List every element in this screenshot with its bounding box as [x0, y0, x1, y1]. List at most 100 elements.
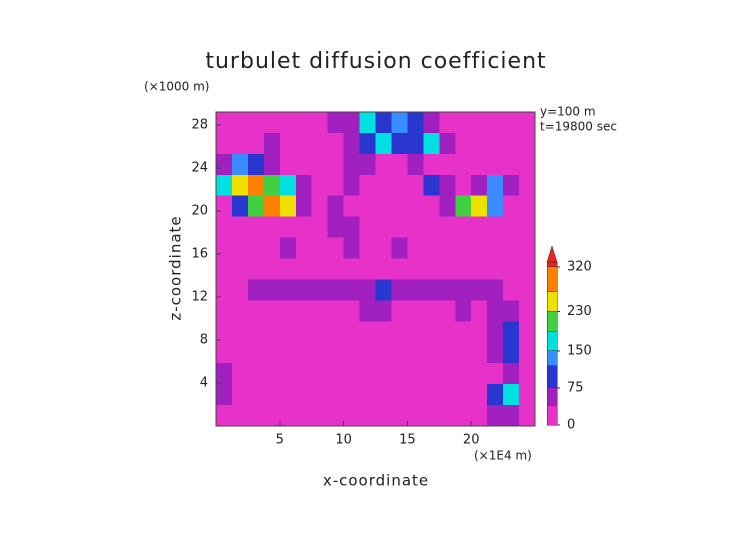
cell — [423, 112, 440, 134]
cell — [375, 300, 392, 322]
cell — [295, 279, 313, 301]
cell — [503, 300, 520, 322]
cell — [471, 237, 488, 260]
cell — [231, 363, 249, 385]
cell — [375, 112, 392, 134]
cell — [487, 321, 504, 343]
cell — [423, 258, 440, 280]
cell — [423, 342, 440, 364]
cell — [359, 216, 376, 239]
plot-frame — [215, 111, 536, 427]
cell — [247, 132, 265, 155]
cell — [375, 174, 392, 197]
cell — [375, 258, 392, 280]
cell — [503, 174, 520, 197]
cell — [247, 321, 265, 343]
cell — [279, 237, 297, 260]
annotation: t=19800 sec — [540, 120, 617, 134]
cell — [519, 258, 536, 280]
colorbar-band — [546, 404, 558, 426]
cell — [295, 321, 313, 343]
cell — [503, 195, 520, 218]
cell — [311, 195, 329, 218]
cell — [327, 132, 345, 155]
cell — [391, 405, 408, 427]
cell — [247, 237, 265, 260]
cell — [343, 112, 361, 134]
cell — [519, 174, 536, 197]
cell — [247, 195, 265, 218]
cell — [231, 216, 249, 239]
cell — [407, 174, 424, 197]
cell — [263, 112, 281, 134]
cell — [423, 174, 440, 197]
cell — [519, 300, 536, 322]
cell — [423, 195, 440, 218]
cell — [375, 216, 392, 239]
cell — [247, 342, 265, 364]
cell — [231, 153, 249, 176]
cell — [407, 237, 424, 260]
cell — [343, 237, 361, 260]
cell — [487, 279, 504, 301]
cell — [455, 279, 472, 301]
cell — [391, 237, 408, 260]
cell — [519, 112, 536, 134]
cell — [216, 321, 233, 343]
colorbar-tick-label: 150 — [567, 343, 592, 358]
cell — [359, 300, 376, 322]
cell — [359, 153, 376, 176]
cell — [455, 112, 472, 134]
cell — [439, 153, 456, 176]
cell — [359, 279, 376, 301]
cell — [487, 384, 504, 406]
y-axis-label: z-coordinate — [167, 215, 185, 320]
cell — [503, 405, 520, 427]
cell — [231, 384, 249, 406]
cell — [375, 279, 392, 301]
cell — [279, 112, 297, 134]
cell — [455, 195, 472, 218]
cell — [327, 174, 345, 197]
cell — [455, 363, 472, 385]
cell — [423, 363, 440, 385]
cell — [455, 153, 472, 176]
cell — [439, 300, 456, 322]
cell — [279, 258, 297, 280]
colorbar-band — [546, 266, 558, 292]
cell — [407, 195, 424, 218]
cell — [343, 321, 361, 343]
cell — [519, 321, 536, 343]
cell — [519, 216, 536, 239]
heatmap-field — [216, 112, 536, 427]
cell — [471, 132, 488, 155]
cell — [375, 405, 392, 427]
cell — [311, 237, 329, 260]
cell — [311, 405, 329, 427]
cell — [295, 405, 313, 427]
y-tick-label: 28 — [191, 117, 208, 132]
cell — [407, 342, 424, 364]
colorbar-tick-label: 0 — [567, 418, 575, 433]
cell — [391, 195, 408, 218]
annotation: y=100 m — [540, 105, 596, 119]
cell — [487, 237, 504, 260]
cell — [359, 112, 376, 134]
cell — [471, 258, 488, 280]
cell — [503, 342, 520, 364]
cell — [423, 153, 440, 176]
y-tick-label: 16 — [191, 246, 208, 261]
cell — [423, 279, 440, 301]
cell — [343, 342, 361, 364]
cell — [407, 300, 424, 322]
cell — [439, 258, 456, 280]
cell — [343, 279, 361, 301]
cell — [359, 237, 376, 260]
cell — [263, 321, 281, 343]
cell — [519, 405, 536, 427]
cell — [247, 153, 265, 176]
cell — [503, 237, 520, 260]
x-tick-label: 20 — [463, 433, 480, 448]
colorbar-tick-label: 75 — [567, 380, 584, 395]
cell — [359, 342, 376, 364]
